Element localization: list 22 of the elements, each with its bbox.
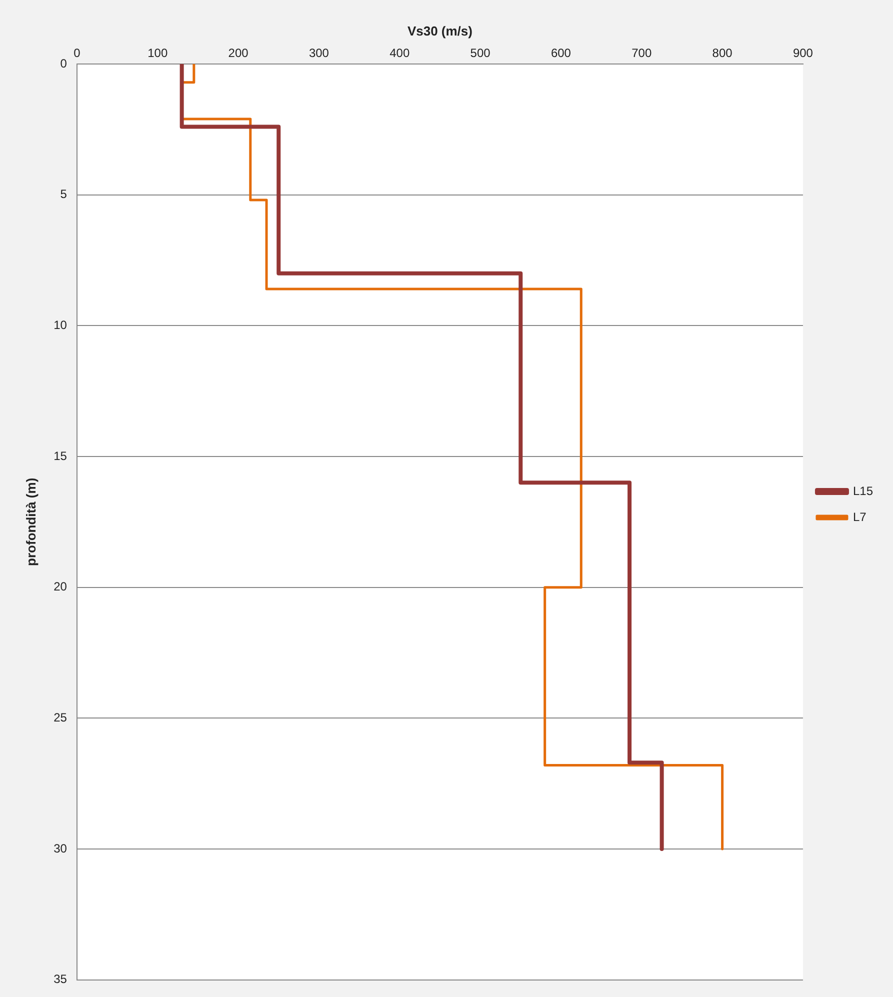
x-tick-label: 600 <box>550 46 572 60</box>
y-tick-label: 30 <box>54 841 68 856</box>
y-tick-label: 35 <box>54 972 68 986</box>
legend-label: L7 <box>852 510 867 524</box>
y-tick-label: 0 <box>60 56 68 70</box>
x-tick-label: 200 <box>228 46 249 60</box>
x-tick-label: 0 <box>74 46 81 60</box>
x-tick-label: 900 <box>792 46 814 60</box>
y-tick-label: 25 <box>54 710 68 724</box>
y-tick-label: 15 <box>54 448 68 463</box>
y-axis-title: profondità (m) <box>23 478 38 566</box>
x-axis-title: Vs30 (m/s) <box>407 23 472 38</box>
y-tick-label: 5 <box>60 187 68 202</box>
x-tick-label: 300 <box>308 46 330 60</box>
y-tick-label: 10 <box>54 318 68 332</box>
x-tick-label: 400 <box>390 46 410 60</box>
x-tick-label: 500 <box>470 46 491 60</box>
x-tick-label: 700 <box>632 46 652 60</box>
legend-label: L15 <box>852 484 874 498</box>
y-tick-label: 20 <box>54 580 68 594</box>
x-tick-label: 800 <box>712 46 733 60</box>
x-tick-label: 100 <box>148 46 168 60</box>
